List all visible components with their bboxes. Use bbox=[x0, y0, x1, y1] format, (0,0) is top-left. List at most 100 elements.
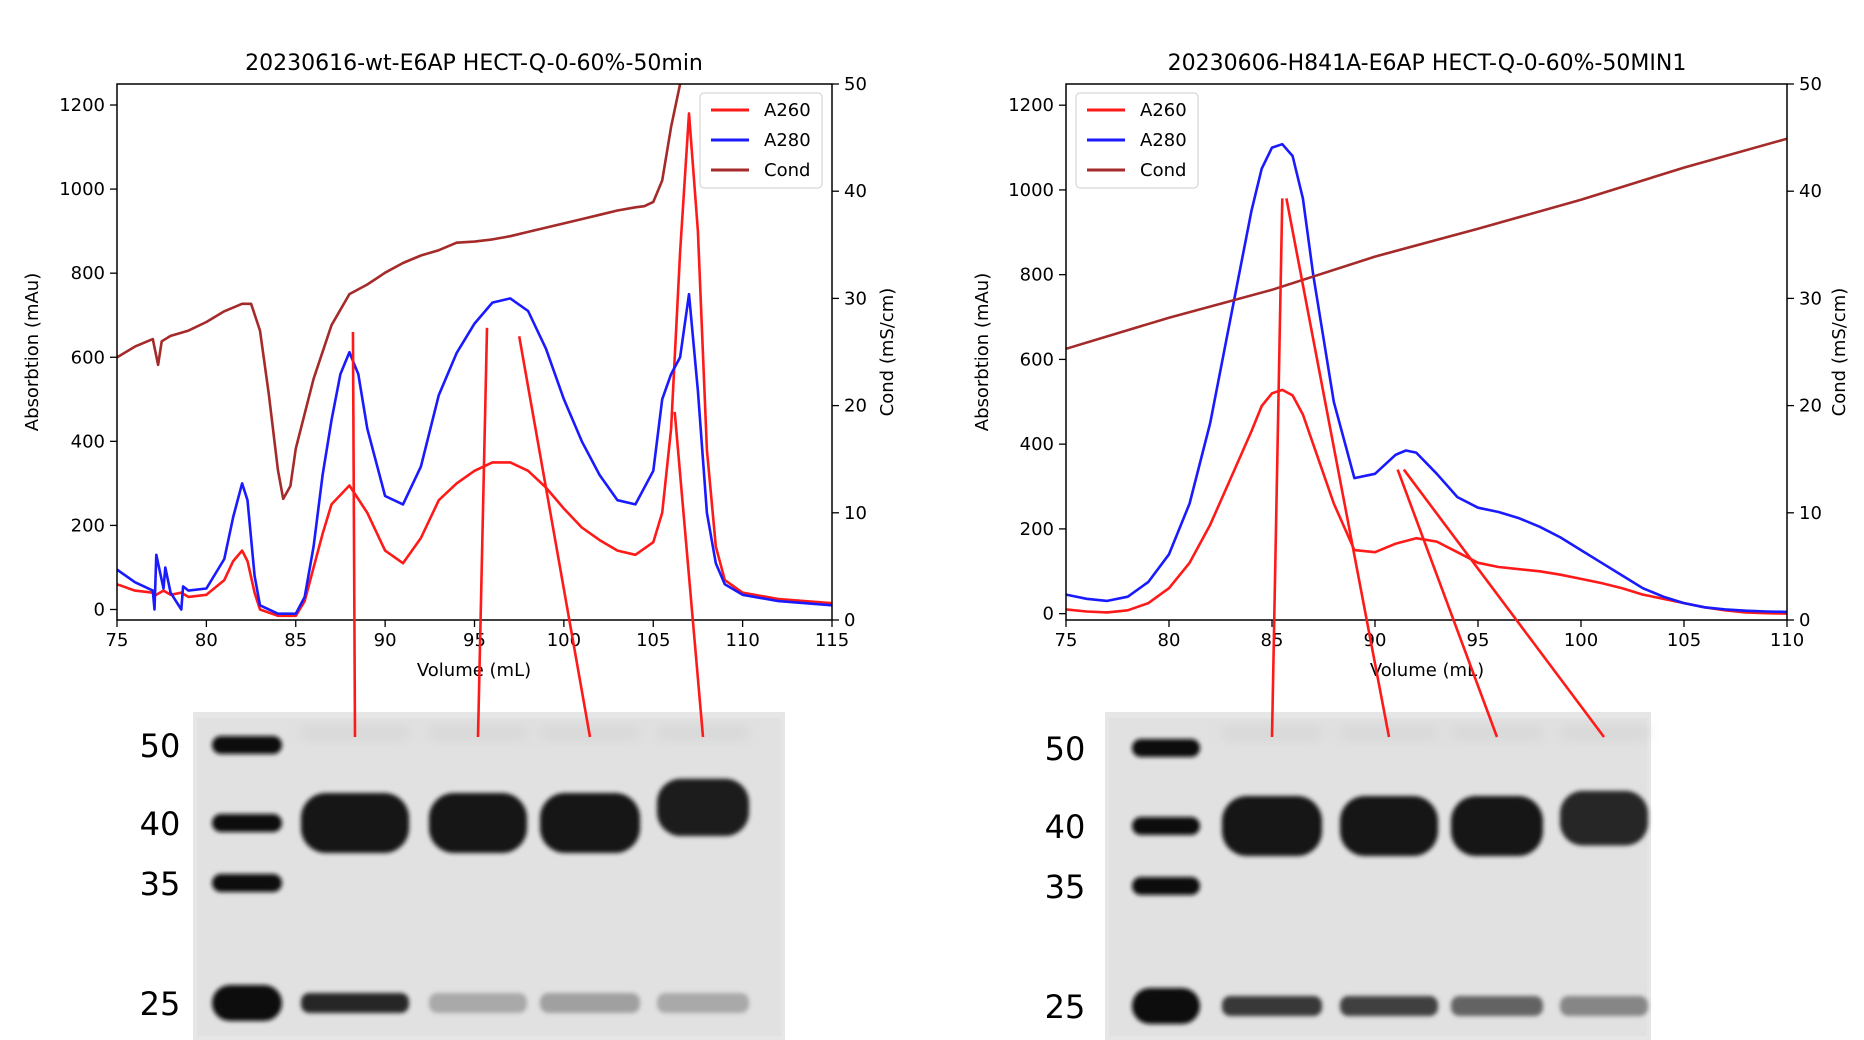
y2-tick-label: 20 bbox=[844, 396, 867, 417]
series-line-a260 bbox=[117, 112, 832, 618]
gel-band bbox=[540, 993, 640, 1013]
ladder-band bbox=[212, 874, 282, 892]
lane-well bbox=[1560, 727, 1648, 739]
gel-band bbox=[1451, 996, 1543, 1016]
y-tick-label: 1000 bbox=[59, 179, 105, 200]
x-tick-label: 85 bbox=[284, 630, 307, 651]
gel-band bbox=[657, 993, 749, 1013]
y-tick-label: 800 bbox=[1020, 265, 1054, 286]
y-tick-label: 400 bbox=[1020, 434, 1054, 455]
y-tick-label: 600 bbox=[71, 347, 105, 368]
fraction-connector bbox=[517, 336, 592, 738]
fraction-connector bbox=[476, 327, 489, 738]
series-line-cond bbox=[117, 84, 682, 501]
fraction-connector bbox=[1402, 468, 1606, 738]
gel-band bbox=[301, 793, 409, 853]
y2-tick-label: 40 bbox=[844, 181, 867, 202]
marker-label: 40 bbox=[140, 805, 181, 843]
x-tick-label: 90 bbox=[1364, 630, 1387, 651]
y2-tick-label: 50 bbox=[844, 74, 867, 95]
y2-tick-label: 10 bbox=[1799, 503, 1822, 524]
plot-frame bbox=[116, 83, 833, 621]
x-tick-label: 80 bbox=[195, 630, 218, 651]
x-axis-label: Volume (mL) bbox=[417, 660, 531, 681]
x-tick-label: 90 bbox=[374, 630, 397, 651]
gel-band bbox=[1340, 996, 1438, 1016]
gel-band bbox=[657, 778, 749, 837]
y2-tick-label: 50 bbox=[1799, 74, 1822, 95]
fraction-connector bbox=[1396, 469, 1499, 738]
x-tick-label: 110 bbox=[1770, 630, 1804, 651]
y2-tick-label: 30 bbox=[844, 288, 867, 309]
lane-well bbox=[1451, 727, 1543, 739]
y-tick-label: 200 bbox=[1020, 519, 1054, 540]
legend-label-a260: A260 bbox=[764, 100, 811, 121]
x-tick-label: 95 bbox=[1467, 630, 1490, 651]
y-tick-label: 200 bbox=[71, 515, 105, 536]
gel-band bbox=[1222, 796, 1322, 856]
y-tick-label: 0 bbox=[1043, 604, 1054, 625]
gel-band bbox=[1222, 996, 1322, 1016]
x-tick-label: 105 bbox=[1667, 630, 1701, 651]
x-tick-label: 75 bbox=[1055, 630, 1078, 651]
x-axis-label: Volume (mL) bbox=[1370, 660, 1484, 681]
fraction-connector bbox=[1285, 198, 1391, 738]
chromatogram-h841a: 20230606-H841A-E6AP HECT-Q-0-60%-50MIN1 … bbox=[972, 51, 1850, 681]
x-tick-label: 100 bbox=[547, 630, 581, 651]
y2-axis-label: Cond (mS/cm) bbox=[877, 288, 898, 417]
y-axis-label: Absorbtion (mAu) bbox=[972, 273, 993, 431]
marker-label: 40 bbox=[1045, 808, 1086, 846]
ladder-band bbox=[1132, 988, 1200, 1024]
gel-image-h841a: 50 40 35 25 bbox=[1045, 712, 1651, 1040]
gel-band bbox=[429, 793, 527, 853]
x-tick-label: 105 bbox=[636, 630, 670, 651]
ladder-band bbox=[212, 814, 282, 832]
chart-title: 20230616-wt-E6AP HECT-Q-0-60%-50min bbox=[245, 51, 703, 76]
series-line-a280 bbox=[1066, 142, 1787, 614]
y-tick-label: 600 bbox=[1020, 349, 1054, 370]
y2-tick-label: 10 bbox=[844, 503, 867, 524]
y2-tick-label: 40 bbox=[1799, 181, 1822, 202]
y2-tick-label: 30 bbox=[1799, 288, 1822, 309]
legend-label-cond: Cond bbox=[1140, 160, 1186, 181]
ladder-band bbox=[212, 985, 282, 1021]
marker-label: 25 bbox=[140, 985, 181, 1023]
plot-frame bbox=[1065, 83, 1788, 621]
y2-tick-label: 0 bbox=[844, 610, 855, 631]
legend: A260 A280 Cond bbox=[1075, 92, 1199, 189]
y-tick-label: 800 bbox=[71, 263, 105, 284]
marker-label: 50 bbox=[1045, 730, 1086, 768]
gel-band bbox=[1560, 996, 1648, 1016]
legend-label-a260: A260 bbox=[1140, 100, 1187, 121]
y2-tick-label: 20 bbox=[1799, 396, 1822, 417]
ladder-band bbox=[1132, 817, 1200, 835]
y-tick-label: 1200 bbox=[59, 95, 105, 116]
gel-band bbox=[1340, 796, 1438, 856]
x-tick-label: 75 bbox=[106, 630, 129, 651]
x-tick-label: 100 bbox=[1564, 630, 1598, 651]
y-tick-label: 400 bbox=[71, 431, 105, 452]
y-tick-label: 1000 bbox=[1008, 180, 1054, 201]
gel-band bbox=[540, 793, 640, 853]
gel-band bbox=[301, 993, 409, 1013]
y2-tick-label: 0 bbox=[1799, 610, 1810, 631]
series-line-cond bbox=[1066, 137, 1787, 351]
fraction-connectors bbox=[351, 198, 1606, 738]
legend-label-a280: A280 bbox=[764, 130, 811, 151]
x-tick-label: 115 bbox=[815, 630, 849, 651]
y-tick-label: 0 bbox=[94, 599, 105, 620]
chromatogram-wt: 20230616-wt-E6AP HECT-Q-0-60%-50min Volu… bbox=[22, 51, 898, 681]
marker-label: 35 bbox=[140, 865, 181, 903]
series-line-a280 bbox=[117, 292, 832, 616]
marker-label: 35 bbox=[1045, 868, 1086, 906]
gel-band bbox=[1560, 790, 1648, 846]
ladder-band bbox=[1132, 739, 1200, 757]
fraction-connector bbox=[1270, 198, 1284, 738]
gel-image-wt: 50 40 35 25 bbox=[140, 712, 785, 1040]
x-tick-label: 95 bbox=[463, 630, 486, 651]
ladder-band bbox=[1132, 877, 1200, 895]
y-axis-label: Absorbtion (mAu) bbox=[22, 273, 43, 431]
legend-label-cond: Cond bbox=[764, 160, 810, 181]
gel-band bbox=[429, 993, 527, 1013]
